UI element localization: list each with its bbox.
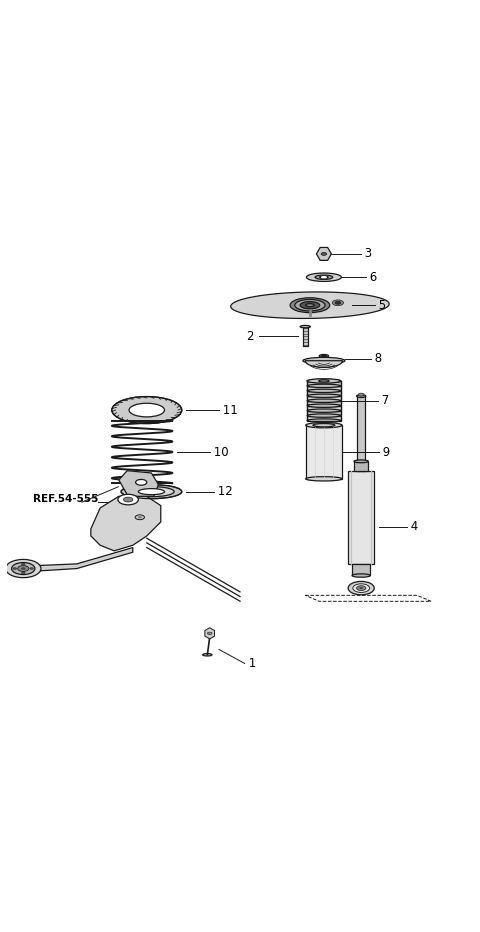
Bar [348,471,374,564]
Ellipse shape [300,325,311,328]
Ellipse shape [30,568,34,569]
Ellipse shape [22,572,25,574]
Ellipse shape [307,414,341,418]
Ellipse shape [348,582,374,595]
Ellipse shape [306,273,341,281]
Ellipse shape [306,422,342,428]
Ellipse shape [123,497,133,502]
Ellipse shape [129,404,165,417]
Ellipse shape [112,396,182,423]
Bar [303,326,308,346]
Ellipse shape [137,516,142,518]
Text: 1: 1 [245,657,256,670]
Text: 12: 12 [215,486,233,498]
Bar [307,381,341,386]
Bar [307,406,341,410]
Ellipse shape [295,299,325,311]
Ellipse shape [18,566,29,571]
Text: 5: 5 [375,298,386,311]
Ellipse shape [332,300,344,306]
Ellipse shape [307,390,341,392]
Ellipse shape [207,632,212,635]
Text: 9: 9 [379,445,391,459]
Ellipse shape [306,476,342,481]
Ellipse shape [118,494,138,505]
Text: 4: 4 [407,520,418,533]
Ellipse shape [307,404,341,407]
Ellipse shape [319,354,329,357]
Polygon shape [91,497,161,551]
Ellipse shape [138,488,165,495]
Ellipse shape [307,384,341,388]
Ellipse shape [307,418,341,422]
Ellipse shape [313,423,335,427]
Ellipse shape [335,301,341,304]
Ellipse shape [319,379,329,382]
Text: 2: 2 [247,330,259,343]
Polygon shape [119,471,158,497]
Text: 7: 7 [378,394,389,407]
Polygon shape [231,292,389,319]
Ellipse shape [360,587,363,589]
Ellipse shape [121,485,182,499]
Ellipse shape [352,574,371,577]
Ellipse shape [300,302,320,308]
Text: 6: 6 [366,270,377,283]
Ellipse shape [320,276,328,279]
Ellipse shape [315,275,333,280]
Ellipse shape [129,487,174,497]
Bar [307,381,341,420]
Ellipse shape [306,304,314,307]
Ellipse shape [321,253,327,255]
Text: 10: 10 [210,445,228,459]
Ellipse shape [307,378,341,383]
Ellipse shape [353,583,370,593]
Bar [307,401,341,405]
Text: 8: 8 [371,352,382,365]
Bar [354,460,368,472]
Ellipse shape [12,563,35,574]
Ellipse shape [22,563,25,565]
Bar [307,386,341,391]
Bar [358,396,365,471]
Bar [307,416,341,420]
Text: 11: 11 [219,404,238,417]
Ellipse shape [307,409,341,412]
Ellipse shape [21,568,25,569]
Ellipse shape [307,379,341,383]
Ellipse shape [357,585,366,591]
Bar [307,411,341,416]
Ellipse shape [354,459,368,463]
Ellipse shape [322,355,326,357]
Bar [307,396,341,401]
Ellipse shape [303,357,345,364]
Bar [306,425,342,479]
Ellipse shape [307,399,341,403]
Polygon shape [21,548,133,571]
Ellipse shape [13,568,17,569]
Ellipse shape [357,394,366,398]
Bar [352,564,371,575]
Ellipse shape [290,297,330,312]
Ellipse shape [135,479,147,486]
Ellipse shape [322,277,326,278]
Polygon shape [305,361,343,367]
Ellipse shape [203,653,212,656]
Text: REF.54-555: REF.54-555 [33,494,98,503]
Ellipse shape [135,514,144,520]
Text: 3: 3 [361,247,372,260]
Bar [307,391,341,395]
Ellipse shape [6,559,41,578]
Ellipse shape [359,393,364,396]
Ellipse shape [307,394,341,397]
